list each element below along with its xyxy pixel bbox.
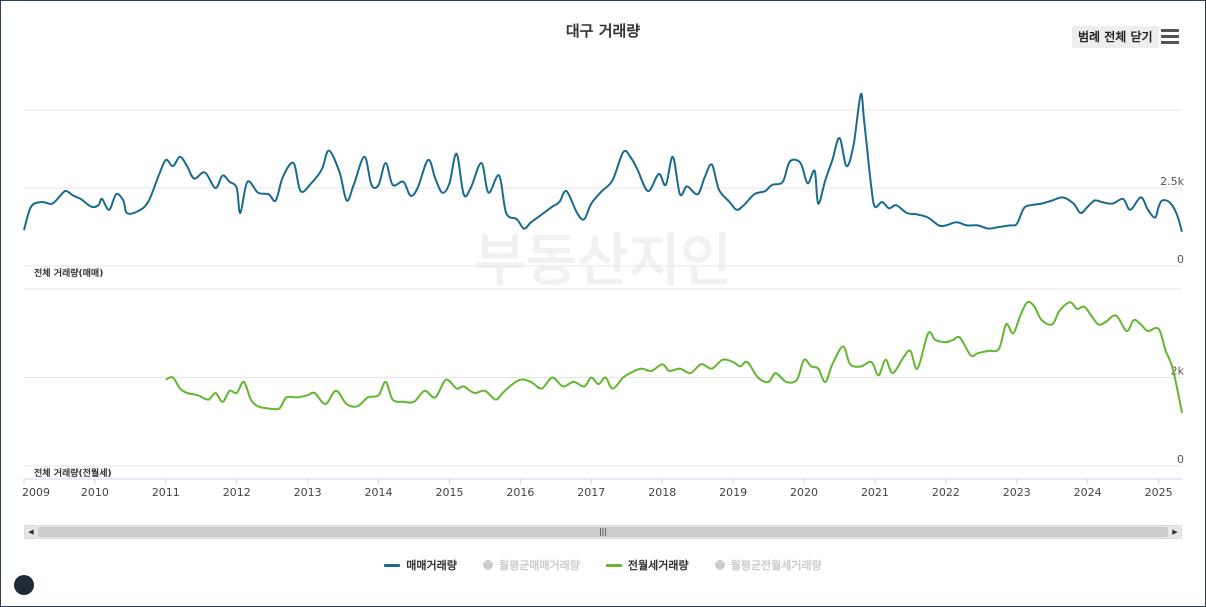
horizontal-scrollbar[interactable]: ◀ ||| ▶ bbox=[24, 525, 1182, 539]
chart-title: 대구 거래량 bbox=[565, 22, 641, 40]
legend-line-icon bbox=[384, 563, 401, 567]
legend-item-rent[interactable]: 전월세거래량 bbox=[605, 557, 689, 573]
scrollbar-thumb[interactable]: ||| bbox=[38, 527, 1168, 537]
y-tick-label: 2.5k bbox=[1160, 175, 1184, 188]
legend-dot-icon bbox=[482, 560, 493, 570]
x-tick-label: 2016 bbox=[506, 486, 534, 499]
x-tick-label: 2022 bbox=[932, 486, 960, 499]
x-tick-label: 2009 bbox=[22, 486, 50, 499]
legend-label: 전월세거래량 bbox=[627, 559, 689, 572]
x-tick-label: 2012 bbox=[223, 486, 251, 499]
scroll-right-icon[interactable]: ▶ bbox=[1172, 528, 1178, 536]
legend-dot-icon bbox=[714, 560, 725, 570]
x-tick-label: 2019 bbox=[719, 486, 747, 499]
chart-legend: 매매거래량 월평균매매거래량 전월세거래량 월평균전월세거래량 bbox=[0, 557, 1206, 573]
legend-item-rent-monthly-avg[interactable]: 월평균전월세거래량 bbox=[714, 557, 822, 573]
grip-icon: ||| bbox=[598, 527, 608, 536]
legend-item-sales[interactable]: 매매거래량 bbox=[384, 557, 457, 573]
home-logo-icon[interactable] bbox=[14, 575, 34, 595]
x-tick-label: 2011 bbox=[152, 486, 180, 499]
series-line bbox=[23, 92, 1183, 232]
legend-label: 월평균전월세거래량 bbox=[730, 559, 822, 572]
legend-item-sales-monthly-avg[interactable]: 월평균매매거래량 bbox=[482, 557, 580, 573]
x-tick-label: 2017 bbox=[577, 486, 605, 499]
x-tick-label: 2024 bbox=[1074, 486, 1102, 499]
x-tick-label: 2013 bbox=[294, 486, 322, 499]
legend-line-icon bbox=[605, 563, 622, 567]
x-tick-label: 2020 bbox=[790, 486, 818, 499]
x-tick-label: 2021 bbox=[861, 486, 889, 499]
y-tick-label: 0 bbox=[1177, 253, 1184, 266]
axis-label: 전체 거래량(전월세) bbox=[34, 467, 112, 479]
x-tick-label: 2025 bbox=[1145, 486, 1173, 499]
watermark: 부동산지인 bbox=[474, 229, 732, 294]
legend-close-button[interactable]: 범례 전체 닫기 bbox=[1072, 26, 1159, 48]
legend-label: 매매거래량 bbox=[406, 559, 457, 572]
hamburger-menu-icon[interactable] bbox=[1161, 29, 1179, 45]
legend-label: 월평균매매거래량 bbox=[498, 559, 580, 572]
x-tick-label: 2010 bbox=[81, 486, 109, 499]
x-tick-label: 2023 bbox=[1003, 486, 1031, 499]
x-tick-label: 2018 bbox=[648, 486, 676, 499]
x-tick-label: 2014 bbox=[365, 486, 393, 499]
x-tick-label: 2015 bbox=[435, 486, 463, 499]
y-tick-label: 0 bbox=[1177, 453, 1184, 466]
scroll-left-icon[interactable]: ◀ bbox=[28, 528, 34, 536]
series-line bbox=[165, 300, 1183, 414]
axis-label: 전체 거래량(매매) bbox=[34, 267, 103, 279]
